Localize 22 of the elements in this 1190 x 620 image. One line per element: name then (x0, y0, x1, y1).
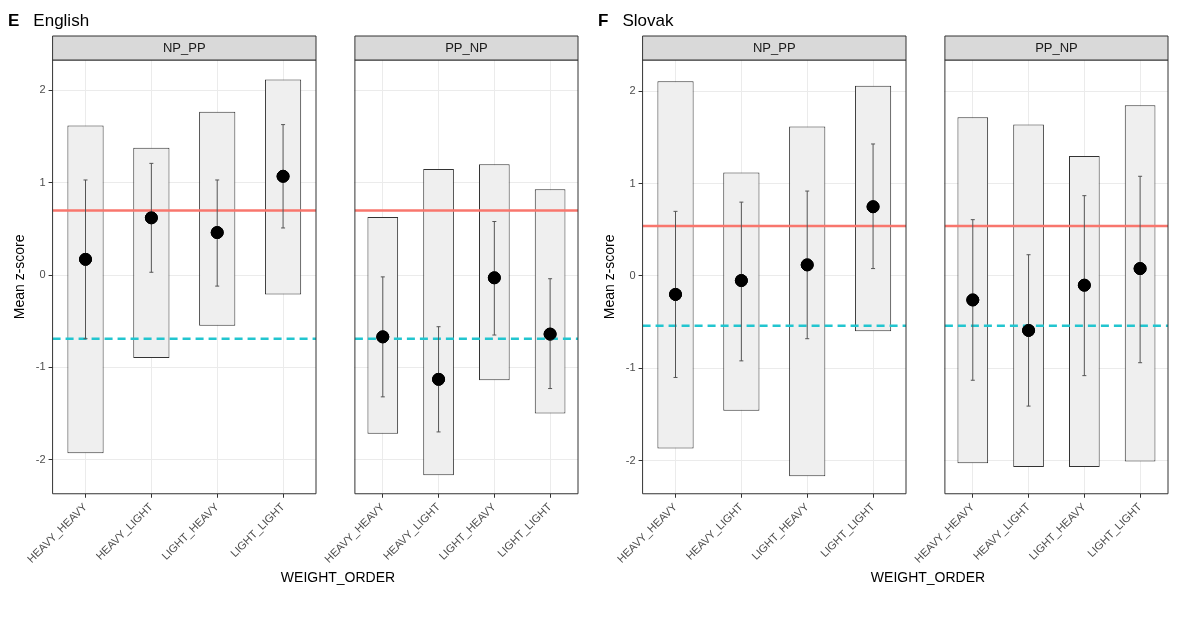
y-tick-label: 2 (39, 83, 46, 96)
chart-title: PP_NP (445, 39, 488, 55)
chart-title: NP_PP (162, 39, 206, 55)
y-tick-label: 0 (39, 268, 46, 281)
y-tick-label: 2 (629, 84, 636, 97)
y-tick-label: -2 (35, 452, 46, 465)
y-tick-label: 1 (39, 175, 46, 188)
y-tick-label: -1 (625, 361, 636, 374)
y-axis-title: Mean z-score (11, 234, 28, 320)
text: E (8, 11, 20, 31)
x-axis-title: WEIGHT_ORDER (869, 569, 987, 585)
text: English (33, 11, 90, 31)
text: F (598, 11, 609, 31)
y-tick-label: 1 (629, 176, 636, 189)
chart-title: PP_NP (1035, 39, 1078, 55)
y-tick-label: -2 (625, 453, 636, 466)
text: Slovak (622, 11, 674, 31)
x-axis-title: WEIGHT_ORDER (279, 569, 397, 585)
chart-title: NP_PP (752, 39, 796, 55)
y-axis-title: Mean z-score (601, 234, 618, 320)
y-tick-label: -1 (35, 360, 46, 373)
y-tick-label: 0 (629, 268, 636, 281)
